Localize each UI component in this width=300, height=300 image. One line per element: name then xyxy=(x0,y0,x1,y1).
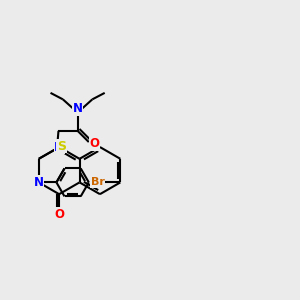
Text: O: O xyxy=(54,208,64,221)
Text: Br: Br xyxy=(91,177,105,188)
Text: N: N xyxy=(34,176,44,189)
Text: N: N xyxy=(73,102,82,115)
Text: N: N xyxy=(54,141,64,154)
Text: O: O xyxy=(89,137,99,150)
Text: S: S xyxy=(57,140,66,153)
